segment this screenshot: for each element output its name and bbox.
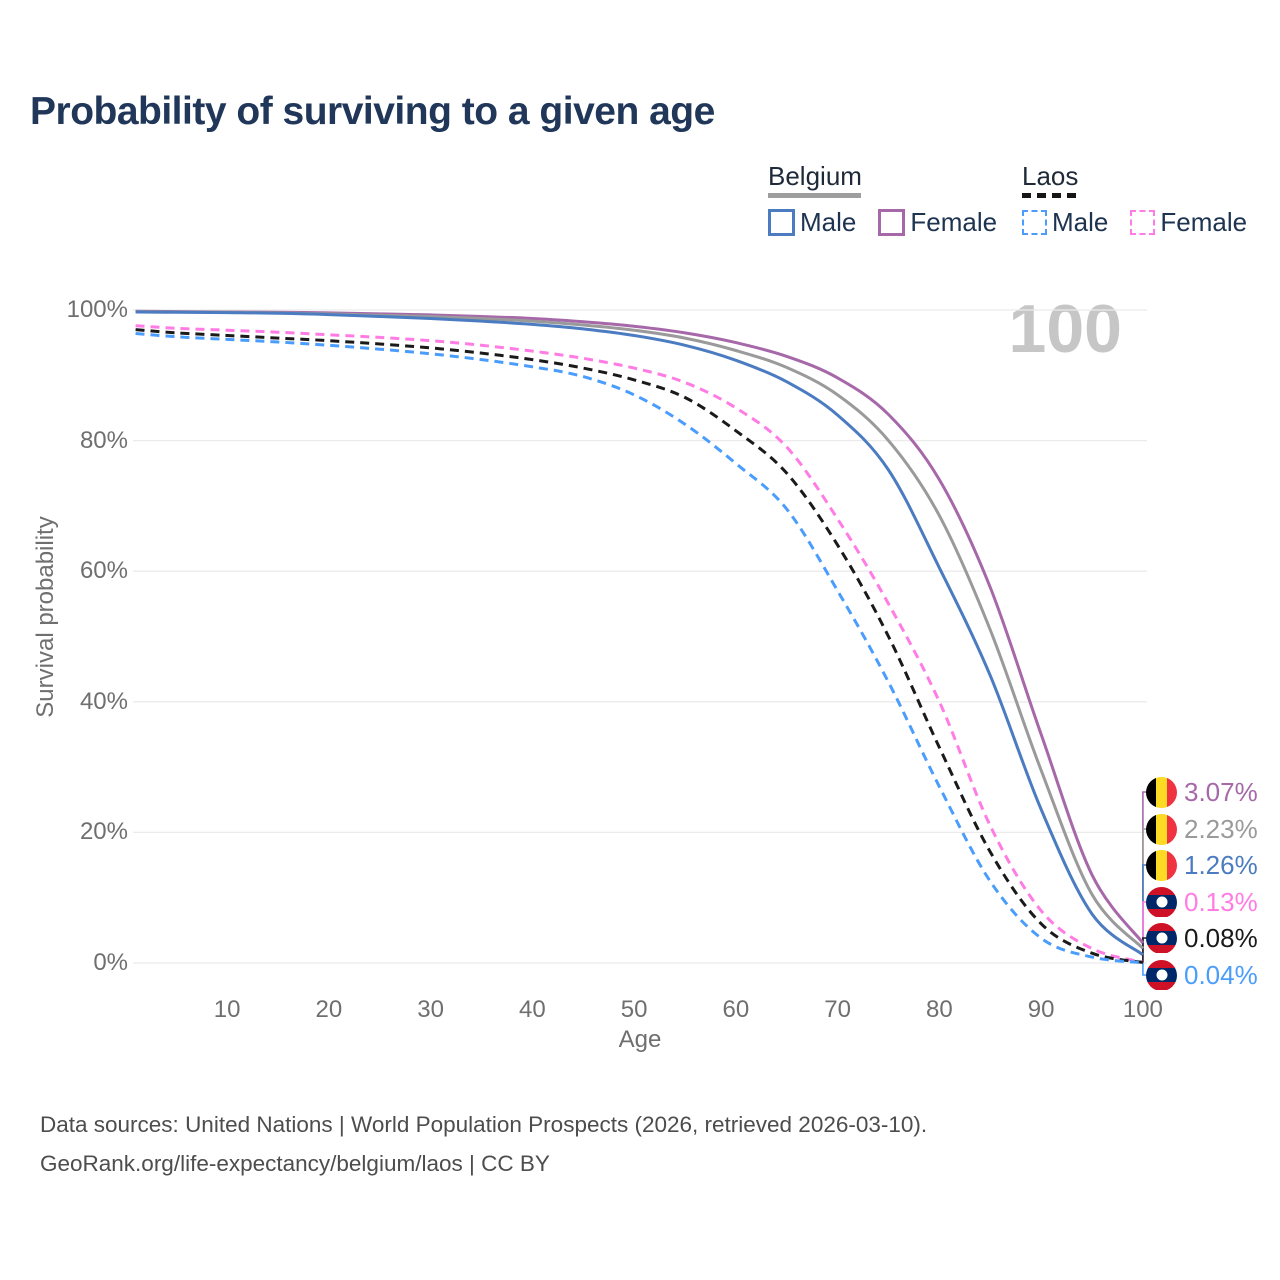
y-tick-80: 80%	[79, 426, 128, 454]
curve-belgium-female[interactable]	[135, 309, 1145, 944]
curve-laos-male[interactable]	[135, 332, 1144, 965]
end-label-value-belgium-male: 1.26%	[1184, 849, 1258, 880]
laos-flag-icon	[1146, 886, 1177, 918]
end-label-laos-male: 0.04%	[1146, 959, 1258, 991]
end-label-value-laos-male: 0.04%	[1184, 959, 1258, 990]
x-tick-10: 10	[213, 996, 241, 1023]
legend-swatch-laos-male[interactable]	[1022, 210, 1047, 235]
end-label-laos-both-sexes: 0.08%	[1146, 922, 1258, 954]
legend-group-label-laos[interactable]: Laos	[1022, 161, 1079, 191]
legend-swatch-laos-female[interactable]	[1130, 210, 1156, 235]
legend-swatch-belgium-female[interactable]	[878, 209, 906, 236]
end-label-belgium-male: 1.26%	[1146, 849, 1258, 881]
legend-group-label-belgium[interactable]: Belgium	[768, 161, 862, 191]
x-tick-30: 30	[417, 996, 444, 1023]
y-tick-100: 100%	[66, 296, 128, 323]
y-tick-40: 40%	[79, 687, 128, 715]
end-label-value-belgium-both-sexes: 2.23%	[1184, 813, 1258, 844]
page-title: Probability of surviving to a given age	[30, 90, 715, 133]
x-tick-50: 50	[620, 996, 648, 1023]
laos-flag-icon	[1146, 922, 1177, 954]
x-axis-title: Age	[618, 1026, 662, 1053]
legend-label-laos-male[interactable]: Male	[1052, 207, 1109, 237]
curve-belgium-male[interactable]	[135, 310, 1144, 957]
y-axis-title: Survival probability	[32, 516, 59, 718]
footer: Data sources: United Nations | World Pop…	[40, 1105, 927, 1183]
y-tick-0: 0%	[93, 949, 128, 976]
legend-swatch-belgium-male[interactable]	[768, 209, 795, 236]
end-label-value-laos-female: 0.13%	[1184, 886, 1258, 917]
legend-items-belgium: Male Female	[768, 207, 997, 238]
legend-items-laos: Male Female	[1022, 207, 1247, 238]
x-tick-40: 40	[519, 996, 546, 1023]
y-tick-60: 60%	[79, 557, 128, 585]
x-tick-60: 60	[722, 996, 750, 1023]
x-tick-20: 20	[315, 996, 343, 1023]
belgium-flag-icon	[1146, 813, 1177, 845]
x-tick-70: 70	[824, 996, 851, 1023]
footer-attribution: GeoRank.org/life-expectancy/belgium/laos…	[40, 1151, 550, 1176]
curve-laos-both-sexes[interactable]	[135, 328, 1144, 964]
legend-label-laos-female[interactable]: Female	[1160, 207, 1248, 237]
x-tick-100: 100	[1122, 996, 1163, 1023]
end-label-value-belgium-female: 3.07%	[1184, 776, 1258, 807]
laos-flag-icon	[1146, 959, 1177, 991]
end-label-belgium-female: 3.07%	[1146, 776, 1258, 808]
y-tick-20: 20%	[79, 818, 128, 846]
legend-label-belgium-male[interactable]: Male	[800, 207, 857, 237]
belgium-flag-icon	[1146, 776, 1177, 808]
legend-group-belgium: Belgium Male Female	[768, 162, 997, 238]
legend-group-laos: Laos Male Female	[1022, 162, 1247, 238]
hover-age-readout: 100	[1008, 291, 1122, 367]
end-label-laos-female: 0.13%	[1146, 886, 1258, 918]
belgium-flag-icon	[1146, 849, 1177, 881]
legend-line-sample-belgium	[768, 193, 861, 198]
x-tick-90: 90	[1027, 996, 1055, 1023]
legend-label-belgium-female[interactable]: Female	[910, 207, 998, 237]
curve-laos-female[interactable]	[135, 324, 1144, 964]
end-label-leader-laos-male	[1142, 962, 1147, 976]
legend-line-sample-laos	[1022, 193, 1076, 198]
end-label-value-laos-both-sexes: 0.08%	[1184, 922, 1258, 953]
end-label-belgium-both-sexes: 2.23%	[1146, 813, 1258, 845]
footer-sources: Data sources: United Nations | World Pop…	[40, 1112, 928, 1137]
x-tick-80: 80	[926, 996, 953, 1023]
